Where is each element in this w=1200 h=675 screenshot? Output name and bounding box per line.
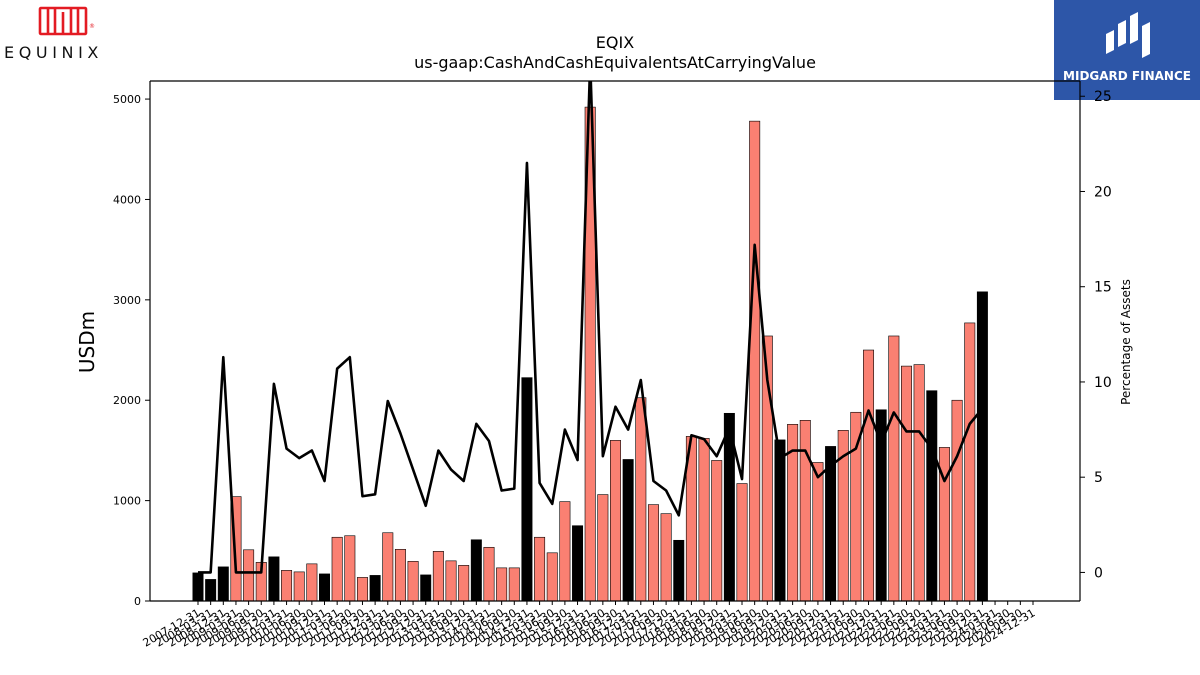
bar — [192, 572, 204, 601]
bar — [445, 560, 457, 601]
bar — [572, 525, 584, 601]
bar — [521, 377, 533, 601]
bar — [900, 365, 912, 601]
bar — [698, 438, 710, 601]
y2-tick-label: 15 — [1094, 280, 1112, 296]
bar — [711, 460, 723, 601]
bar — [761, 335, 773, 601]
bar — [863, 349, 875, 601]
y2-tick-label: 0 — [1094, 565, 1103, 581]
bar — [673, 539, 685, 601]
bar — [546, 552, 558, 601]
bar — [799, 420, 811, 601]
bar — [356, 577, 368, 601]
bar — [483, 546, 495, 601]
series-line — [198, 81, 984, 574]
bar — [458, 565, 470, 601]
midgard-finance-logo: MIDGARD FINANCE — [1054, 0, 1200, 100]
bar — [331, 536, 343, 601]
bar — [723, 412, 735, 601]
chart-subtitle: us-gaap:CashAndCashEquivalentsAtCarrying… — [414, 53, 816, 72]
bar — [344, 535, 356, 601]
bar — [913, 364, 925, 601]
y2-tick-label: 25 — [1094, 89, 1112, 105]
bar — [622, 459, 634, 601]
y-tick-label: 3000 — [113, 294, 141, 307]
bar — [774, 439, 786, 601]
y2-tick-label: 5 — [1094, 470, 1103, 486]
midgard-mark-icon — [1106, 12, 1150, 58]
bar — [420, 574, 432, 601]
bar — [394, 548, 406, 601]
bar — [369, 575, 381, 601]
bar — [293, 571, 305, 601]
bar — [230, 496, 242, 601]
svg-text:®: ® — [89, 23, 95, 30]
bar — [432, 551, 444, 601]
bar — [736, 483, 748, 601]
bar — [951, 399, 963, 601]
bar — [470, 539, 482, 601]
bar — [837, 430, 849, 601]
y-tick-label: 1000 — [113, 495, 141, 508]
bar — [597, 494, 609, 601]
bar — [281, 570, 293, 601]
y2-tick-label: 10 — [1094, 375, 1112, 391]
bar — [635, 397, 647, 601]
bar — [938, 447, 950, 601]
midgard-finance-text: MIDGARD FINANCE — [1063, 69, 1191, 83]
bar — [976, 291, 988, 601]
bar — [812, 462, 824, 601]
bar — [382, 532, 394, 601]
chart-title: EQIX — [596, 33, 634, 52]
bar — [559, 501, 571, 601]
y-tick-label: 2000 — [113, 394, 141, 407]
bar — [407, 561, 419, 601]
bar — [647, 504, 659, 601]
bar — [825, 446, 837, 601]
y-axis-label: USDm — [75, 311, 99, 373]
bar — [217, 566, 229, 601]
bar — [749, 120, 761, 601]
bar — [964, 322, 976, 601]
bar — [888, 335, 900, 601]
bar — [508, 567, 520, 601]
bar — [875, 409, 887, 601]
y2-axis-label: Percentage of Assets — [1119, 279, 1133, 405]
y2-tick-label: 20 — [1094, 184, 1112, 200]
bar — [660, 513, 672, 601]
y-tick-label: 5000 — [113, 93, 141, 106]
y-tick-label: 4000 — [113, 193, 141, 206]
bar — [319, 573, 330, 601]
bar — [926, 390, 938, 601]
equinix-logo: ® EQUINIX — [0, 0, 130, 75]
bar — [496, 567, 508, 601]
plot-area: 01000200030004000500005101520252007-12-3… — [113, 80, 1112, 650]
equinix-mark-icon: ® — [38, 6, 95, 36]
bar — [268, 556, 280, 601]
bar — [243, 549, 255, 601]
equinix-logo-text: EQUINIX — [4, 43, 103, 62]
bar — [787, 424, 799, 601]
bar — [205, 579, 217, 601]
bar — [610, 440, 621, 601]
y-tick-label: 0 — [134, 595, 141, 608]
bar — [306, 563, 318, 601]
bar — [534, 536, 546, 601]
